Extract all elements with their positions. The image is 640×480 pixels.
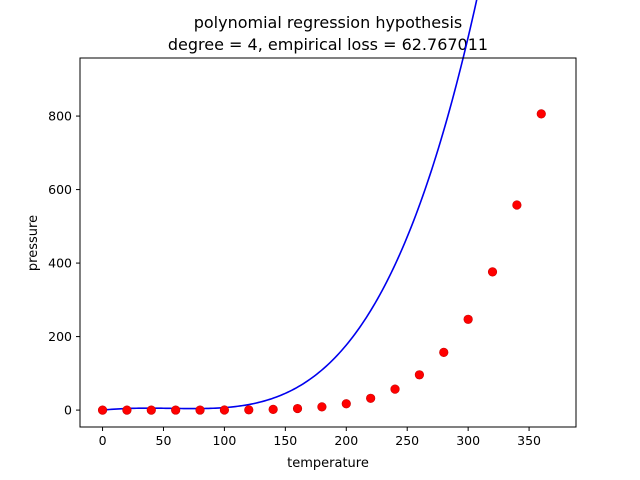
data-point: [536, 109, 546, 119]
data-point: [390, 384, 400, 394]
y-axis-label: pressure: [26, 215, 41, 271]
y-tick-label: 200: [48, 329, 72, 344]
plot-area: [97, 0, 546, 415]
data-point: [463, 314, 473, 324]
data-point: [244, 405, 254, 415]
y-axis-ticks: 0 200 400 600 800: [48, 109, 80, 418]
data-point: [341, 399, 351, 409]
data-point: [122, 405, 132, 415]
data-point: [414, 370, 425, 380]
data-point: [219, 405, 230, 415]
x-tick-label: 200: [334, 433, 358, 448]
axes-frame: [79, 57, 577, 428]
x-tick-label: 0: [99, 433, 107, 448]
data-point: [292, 403, 303, 414]
x-tick-label: 100: [212, 433, 236, 448]
data-point: [487, 267, 498, 277]
y-tick-label: 400: [48, 256, 72, 271]
chart-subtitle: degree = 4, empirical loss = 62.767011: [168, 35, 488, 54]
x-axis-ticks: 0 50 100 150 200 250 300 350: [99, 427, 541, 448]
y-tick-label: 600: [48, 182, 72, 197]
data-point: [171, 405, 181, 415]
x-axis-label: temperature: [287, 456, 369, 471]
data-point: [439, 347, 449, 357]
data-point: [317, 402, 327, 412]
y-tick-label: 800: [48, 109, 72, 124]
x-tick-label: 300: [456, 433, 480, 448]
data-point: [146, 405, 156, 415]
x-tick-label: 150: [273, 433, 297, 448]
data-point: [195, 405, 205, 415]
data-points-layer: [97, 109, 546, 415]
data-point: [512, 200, 522, 210]
x-tick-label: 250: [395, 433, 419, 448]
data-point: [268, 404, 278, 415]
x-tick-label: 50: [156, 433, 172, 448]
chart-title: polynomial regression hypothesis: [194, 13, 463, 32]
data-point: [97, 405, 108, 415]
data-point: [366, 393, 376, 403]
x-tick-label: 350: [517, 433, 541, 448]
y-tick-label: 0: [64, 403, 72, 418]
